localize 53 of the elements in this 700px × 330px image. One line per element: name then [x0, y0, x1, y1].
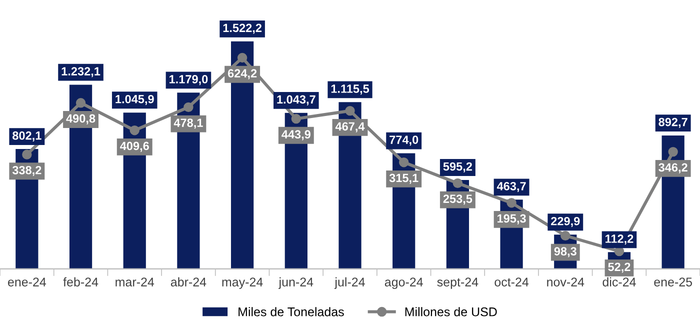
legend-label: Miles de Toneladas	[238, 307, 344, 316]
point	[506, 198, 516, 208]
x-tick-label: abr-24	[170, 277, 206, 286]
point	[22, 150, 32, 160]
data-label: 443,9	[282, 130, 310, 140]
x-tick-label: oct-24	[494, 278, 529, 286]
x-tick-label: sept-24	[437, 278, 478, 289]
data-label: 195,3	[498, 214, 526, 224]
point	[668, 146, 678, 157]
data-label: 463,7	[496, 182, 526, 192]
x-tick-label: ene-24	[8, 278, 46, 286]
data-label: 315,1	[389, 174, 418, 184]
x-tick-label: nov-24	[547, 278, 584, 286]
point	[345, 106, 355, 116]
x-tick-label: ene-25	[654, 278, 692, 286]
data-label: 774,0	[390, 136, 418, 146]
data-label: 1.043,7	[277, 95, 316, 106]
point	[398, 157, 409, 168]
point	[76, 98, 86, 108]
x-tick-label: jun-24	[278, 277, 314, 289]
data-label: 490,8	[66, 114, 96, 124]
data-label: 1.179,0	[170, 75, 208, 86]
data-label: 409,6	[120, 142, 149, 152]
x-tick-label: mar-24	[116, 278, 154, 286]
x-tick-label: feb-24	[63, 277, 98, 286]
x-tick-label: ago-24	[384, 278, 423, 289]
data-label: 338,2	[12, 166, 42, 176]
x-tick-label: jul-24	[334, 277, 365, 289]
point	[130, 126, 140, 136]
point	[184, 102, 194, 112]
data-label: 467,4	[335, 122, 365, 132]
data-label: 229,9	[551, 216, 580, 228]
data-label: 98,3	[554, 247, 576, 258]
data-label: 1.045,9	[116, 94, 154, 106]
data-label: 253,5	[443, 194, 472, 205]
data-label: 112,2	[606, 234, 634, 245]
point	[560, 230, 570, 241]
data-label: 478,1	[174, 118, 203, 129]
data-label: 1.522,2	[223, 24, 262, 34]
data-label: 595,2	[443, 162, 472, 172]
data-label: 802,1	[12, 131, 42, 142]
data-label: 1.232,1	[62, 67, 100, 78]
point	[452, 178, 463, 188]
x-tick-label: may-24	[222, 278, 263, 289]
data-label: 892,7	[658, 118, 688, 128]
point	[237, 52, 248, 63]
data-label: 346,2	[658, 163, 688, 174]
x-tick-label: dic-24	[602, 277, 636, 286]
data-label: 52,2	[608, 262, 630, 273]
data-label: 624,2	[228, 69, 257, 80]
legend-label: Millones de USD	[405, 307, 497, 316]
point	[291, 114, 302, 124]
data-label: 1.115,5	[331, 84, 370, 95]
